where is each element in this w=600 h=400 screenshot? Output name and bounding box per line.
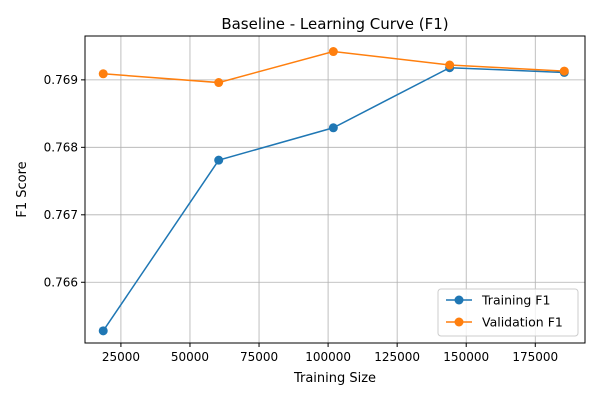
- legend-label-validation: Validation F1: [482, 315, 563, 330]
- x-tick-label-4: 125000: [374, 350, 420, 364]
- axis-ticks: 25000 50000 75000 100000 125000 150000 175000 0…: [44, 73, 559, 364]
- x-tick-label-6: 175000: [512, 350, 558, 364]
- x-tick-label-0: 25000: [102, 350, 140, 364]
- y-axis-label: F1 Score: [15, 161, 30, 217]
- data-point-validation-4: [559, 66, 569, 76]
- y-tick-label-1: 0.767: [44, 208, 78, 222]
- data-point-validation-1: [214, 78, 224, 88]
- data-point-training-1: [214, 155, 224, 165]
- grid: [85, 36, 585, 343]
- data-point-validation-3: [445, 60, 455, 70]
- data-point-validation-2: [328, 47, 338, 57]
- chart-title: Baseline - Learning Curve (F1): [221, 15, 448, 33]
- plot-frame: [84, 35, 586, 344]
- x-tick-label-1: 50000: [171, 350, 209, 364]
- legend-label-training: Training F1: [481, 293, 550, 308]
- x-tick-label-2: 75000: [240, 350, 278, 364]
- data-point-training-0: [98, 326, 108, 336]
- legend-marker-training: [454, 295, 464, 305]
- series-layer: [98, 47, 569, 336]
- y-tick-label-0: 0.766: [44, 275, 78, 289]
- legend-frame: [437, 288, 579, 337]
- x-axis-label: Training Size: [293, 371, 376, 386]
- legend-marker-validation: [454, 317, 464, 327]
- data-point-training-2: [328, 123, 338, 133]
- data-point-validation-0: [98, 69, 108, 79]
- legend: Training F1 Validation F1: [437, 288, 579, 337]
- y-tick-label-3: 0.769: [44, 73, 78, 87]
- x-tick-label-3: 100000: [305, 350, 351, 364]
- y-tick-label-2: 0.768: [44, 140, 78, 154]
- x-tick-label-5: 150000: [443, 350, 489, 364]
